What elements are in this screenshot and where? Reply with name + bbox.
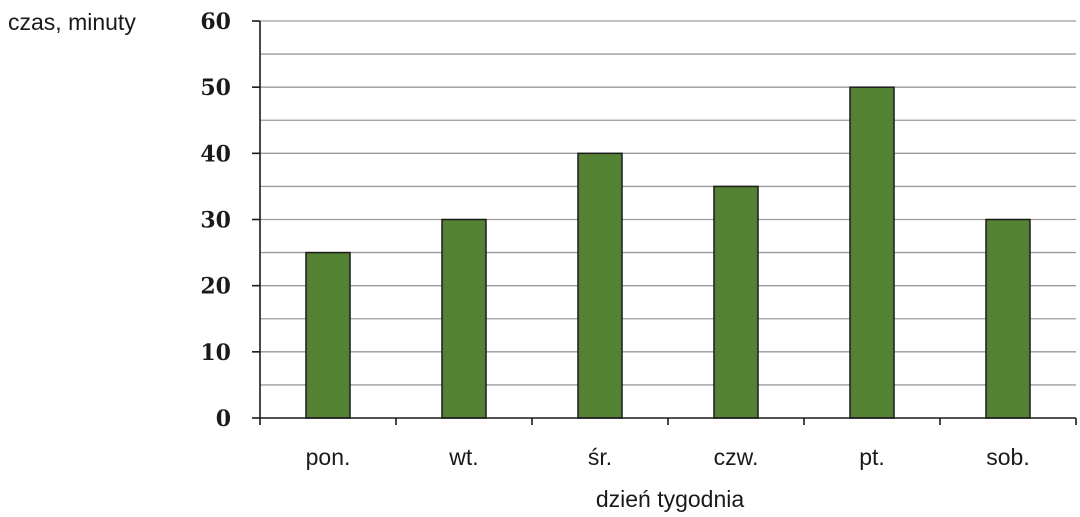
y-tick-label: 60	[200, 9, 231, 35]
y-tick-label: 0	[216, 406, 231, 432]
bar-3	[713, 185, 759, 419]
x-tick-label: czw.	[714, 444, 759, 470]
y-tick-label: 30	[200, 208, 231, 234]
bar-1	[441, 218, 487, 419]
x-tick-label: sob.	[986, 444, 1029, 470]
x-axis-label: dzień tygodnia	[596, 486, 745, 512]
x-tick-label: pt.	[859, 444, 885, 470]
y-axis-label: czas, minuty	[8, 9, 136, 35]
x-tick-label: pon.	[306, 444, 351, 470]
y-tick-label: 20	[200, 274, 231, 300]
y-tick-label: 40	[200, 141, 231, 167]
x-tick-label: wt.	[448, 444, 478, 470]
bar-0	[305, 251, 351, 419]
y-tick-labels: 0 10 20 30 40 50 60	[200, 9, 231, 432]
x-tick-label: śr.	[588, 444, 612, 470]
x-tick-labels: pon. wt. śr. czw. pt. sob.	[306, 444, 1030, 470]
bar-2	[577, 152, 623, 419]
bars	[305, 86, 1031, 419]
y-tick-label: 10	[200, 340, 231, 366]
axes	[252, 20, 1077, 425]
bar-5	[985, 218, 1031, 419]
gridlines	[260, 20, 1076, 386]
y-tick-label: 50	[200, 75, 231, 101]
bar-4	[849, 86, 895, 419]
